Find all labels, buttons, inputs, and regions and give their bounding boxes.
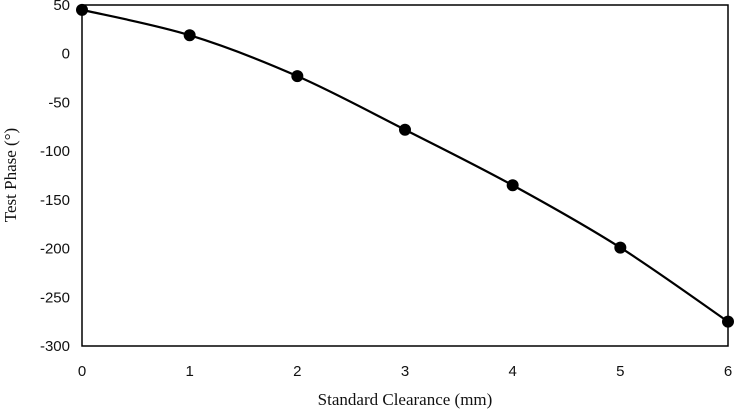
y-tick-label: 0 (62, 46, 70, 63)
x-tick-label: 0 (78, 363, 86, 380)
data-point (722, 315, 734, 328)
data-point (291, 70, 304, 83)
y-tick-label: -300 (40, 338, 70, 355)
x-tick-label: 1 (185, 363, 193, 380)
x-tick-label: 6 (724, 363, 732, 380)
data-point (614, 241, 627, 254)
x-tick-label: 3 (401, 363, 409, 380)
y-tick-label: -250 (40, 289, 70, 306)
y-tick-label: -50 (48, 94, 70, 111)
data-point (399, 123, 411, 136)
y-tick-label: 50 (53, 0, 70, 14)
x-axis-title: Standard Clearance (mm) (318, 390, 493, 409)
y-tick-label: -200 (40, 241, 70, 258)
plot-frame (81, 4, 729, 347)
data-point (76, 3, 88, 16)
data-point (506, 179, 519, 192)
x-tick-labels: 0 1 2 3 4 5 6 (78, 363, 732, 380)
data-markers (76, 3, 734, 328)
y-axis-title: Test Phase (°) (1, 128, 20, 222)
y-tick-label: -150 (40, 192, 70, 209)
data-point (183, 29, 196, 42)
series-line (81, 8, 729, 323)
y-tick-label: -100 (40, 143, 70, 160)
y-tick-labels: 50 0 -50 -100 -150 -200 -250 -300 (40, 0, 70, 355)
x-tick-label: 4 (508, 363, 516, 380)
x-tick-label: 5 (616, 363, 624, 380)
x-tick-label: 2 (293, 363, 301, 380)
